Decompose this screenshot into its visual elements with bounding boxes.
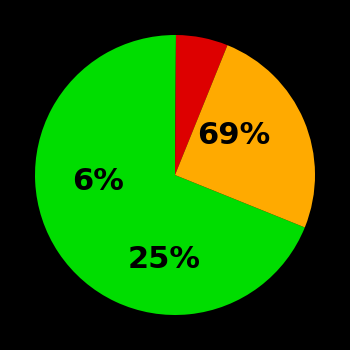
Wedge shape <box>175 45 315 228</box>
Text: 6%: 6% <box>72 168 124 196</box>
Text: 69%: 69% <box>197 121 271 150</box>
Wedge shape <box>175 35 228 175</box>
Wedge shape <box>35 35 305 315</box>
Text: 25%: 25% <box>127 245 200 273</box>
